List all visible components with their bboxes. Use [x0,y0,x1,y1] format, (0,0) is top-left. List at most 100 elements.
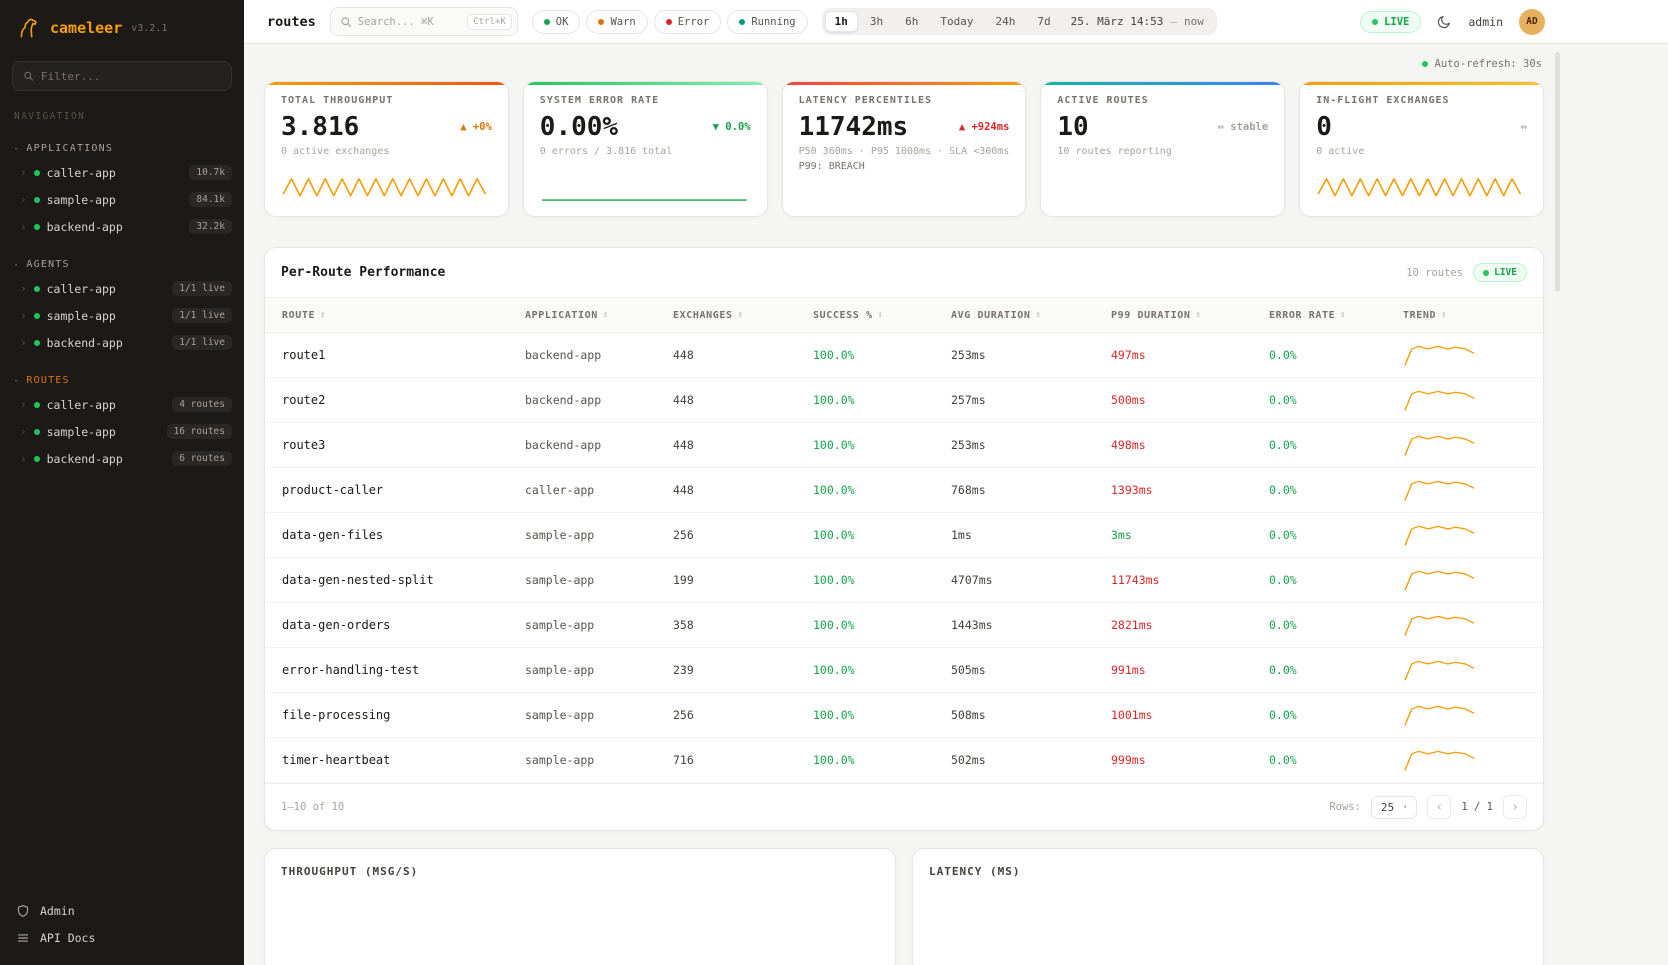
kpi-subtitle: 10 routes reporting [1057,146,1172,157]
admin-link-label: Admin [40,904,75,918]
brand-name: cameleer [50,19,123,37]
section-header-applications[interactable]: ▾ APPLICATIONS [0,138,244,159]
p99-duration-cell: 991ms [1111,663,1146,677]
status-dot [598,18,605,25]
trend-cell [1403,522,1543,548]
card-accent-bar [265,82,508,85]
sidebar-filter-input[interactable] [40,69,221,83]
chevron-right-icon: › [20,398,27,411]
status-filter-chip[interactable]: Warn [586,9,648,34]
global-search-input[interactable] [357,15,462,28]
kpi-value: 0.00% [539,112,619,142]
p99-duration-cell: 497ms [1111,348,1146,362]
period-display[interactable]: 25. März 14:53 — now [1071,15,1204,28]
status-dot [33,401,40,408]
scrollbar-thumb[interactable] [1555,52,1560,292]
error-rate-cell: 0.0% [1269,483,1297,497]
per-route-performance-panel: Per-Route Performance 10 routes LIVE ROU… [264,247,1544,831]
range-1h[interactable]: 1h [824,11,858,32]
sidebar-item-agent[interactable]: › caller-app 1/1 live [0,275,244,302]
column-header-label: SUCCESS % [813,309,873,321]
admin-link[interactable]: Admin [16,904,228,918]
kpi-value: 0 [1316,112,1332,142]
application-cell: caller-app [525,483,595,497]
prev-page-button[interactable]: ‹ [1427,795,1452,819]
trend-cell [1403,567,1543,593]
column-header[interactable]: EXCHANGES ↕ [673,310,813,321]
table-row[interactable]: data-gen-files sample-app 256 100.0% 1ms… [265,513,1543,558]
column-header[interactable]: P99 DURATION ↕ [1111,310,1269,321]
chevron-right-icon: › [20,166,27,179]
application-cell: sample-app [525,708,595,722]
sidebar-item-application[interactable]: › sample-app 84.1k [0,186,244,213]
theme-toggle[interactable] [1437,14,1452,29]
section-applications: ▾ APPLICATIONS › caller-app 10.7k › [0,138,244,240]
sidebar-filter[interactable] [12,61,232,91]
table-row[interactable]: product-caller caller-app 448 100.0% 768… [265,468,1543,513]
period-start: 25. März 14:53 [1070,15,1164,28]
range-7d[interactable]: 7d [1027,11,1060,32]
table-row[interactable]: error-handling-test sample-app 239 100.0… [265,648,1543,693]
route-name-cell: route3 [282,438,326,452]
column-header[interactable]: AVG DURATION ↕ [951,310,1111,321]
sidebar-item-agent[interactable]: › sample-app 1/1 live [0,302,244,329]
next-page-button[interactable]: › [1503,795,1527,819]
table-row[interactable]: route1 backend-app 448 100.0% 253ms 497m… [265,333,1543,378]
range-3h[interactable]: 3h [860,11,893,32]
search-shortcut-kbd: Ctrl+K [467,13,512,30]
sidebar-item-agent[interactable]: › backend-app 1/1 live [0,329,244,356]
column-header[interactable]: ROUTE ↕ [282,310,525,321]
range-6h[interactable]: 6h [895,11,928,32]
p99-duration-cell: 11743ms [1111,573,1160,587]
status-filter-chip[interactable]: Running [727,9,808,34]
column-header[interactable]: APPLICATION ↕ [525,310,673,321]
p99-duration-cell: 2821ms [1111,618,1153,632]
global-search[interactable]: Ctrl+K [329,7,518,36]
api-docs-link-label: API Docs [40,931,96,945]
kpi-delta: ⇔ [1520,121,1527,133]
sidebar-item-application[interactable]: › caller-app 10.7k [0,159,244,186]
table-row[interactable]: route2 backend-app 448 100.0% 257ms 500m… [265,378,1543,423]
sidebar-item-route-app[interactable]: › backend-app 6 routes [0,445,244,472]
column-header-label: ROUTE [282,309,316,321]
column-header[interactable]: SUCCESS % ↕ [813,310,951,321]
kpi-title: IN-FLIGHT EXCHANGES [1316,95,1450,106]
table-row[interactable]: timer-heartbeat sample-app 716 100.0% 50… [265,738,1543,783]
sort-icon: ↕ [602,310,609,320]
table-row[interactable]: route3 backend-app 448 100.0% 253ms 498m… [265,423,1543,468]
avg-duration-cell: 253ms [951,438,986,452]
sort-icon: ↕ [877,310,884,320]
application-cell: sample-app [525,753,595,767]
range-24h[interactable]: 24h [985,11,1025,32]
avatar[interactable]: AD [1519,8,1545,35]
table-row[interactable]: file-processing sample-app 256 100.0% 50… [265,693,1543,738]
route-name-cell: error-handling-test [282,663,420,677]
rows-per-page-select[interactable]: 25 ▾ [1370,795,1418,819]
sidebar-item-application[interactable]: › backend-app 32.2k [0,213,244,240]
range-today[interactable]: Today [930,11,983,32]
status-dot [33,169,40,176]
count-badge: 10.7k [189,165,232,180]
exchanges-cell: 256 [673,528,694,542]
success-rate-cell: 100.0% [813,663,855,677]
sidebar-item-route-app[interactable]: › caller-app 4 routes [0,391,244,418]
section-header-agents[interactable]: ▾ AGENTS [0,254,244,275]
status-filter-chip[interactable]: OK [531,9,581,34]
column-header[interactable]: TREND ↕ [1403,310,1543,321]
kpi-subtitle: 0 errors / 3.816 total [539,146,673,157]
brand[interactable]: cameleer v3.2.1 [0,0,244,53]
kpi-sparkline [282,178,487,197]
trend-cell [1403,747,1543,773]
table-row[interactable]: data-gen-orders sample-app 358 100.0% 14… [265,603,1543,648]
column-header[interactable]: ERROR RATE ↕ [1269,310,1403,321]
status-filter-chip[interactable]: Error [653,9,722,34]
pagination-range: 1–10 of 10 [281,801,345,813]
kpi-title: SYSTEM ERROR RATE [539,95,660,106]
live-toggle[interactable]: LIVE [1360,10,1422,33]
api-docs-link[interactable]: API Docs [16,931,228,945]
application-cell: sample-app [525,528,595,542]
routes-count-badge: 4 routes [172,397,232,412]
section-header-routes[interactable]: ▾ ROUTES [0,370,244,391]
table-row[interactable]: data-gen-nested-split sample-app 199 100… [265,558,1543,603]
sidebar-item-route-app[interactable]: › sample-app 16 routes [0,418,244,445]
